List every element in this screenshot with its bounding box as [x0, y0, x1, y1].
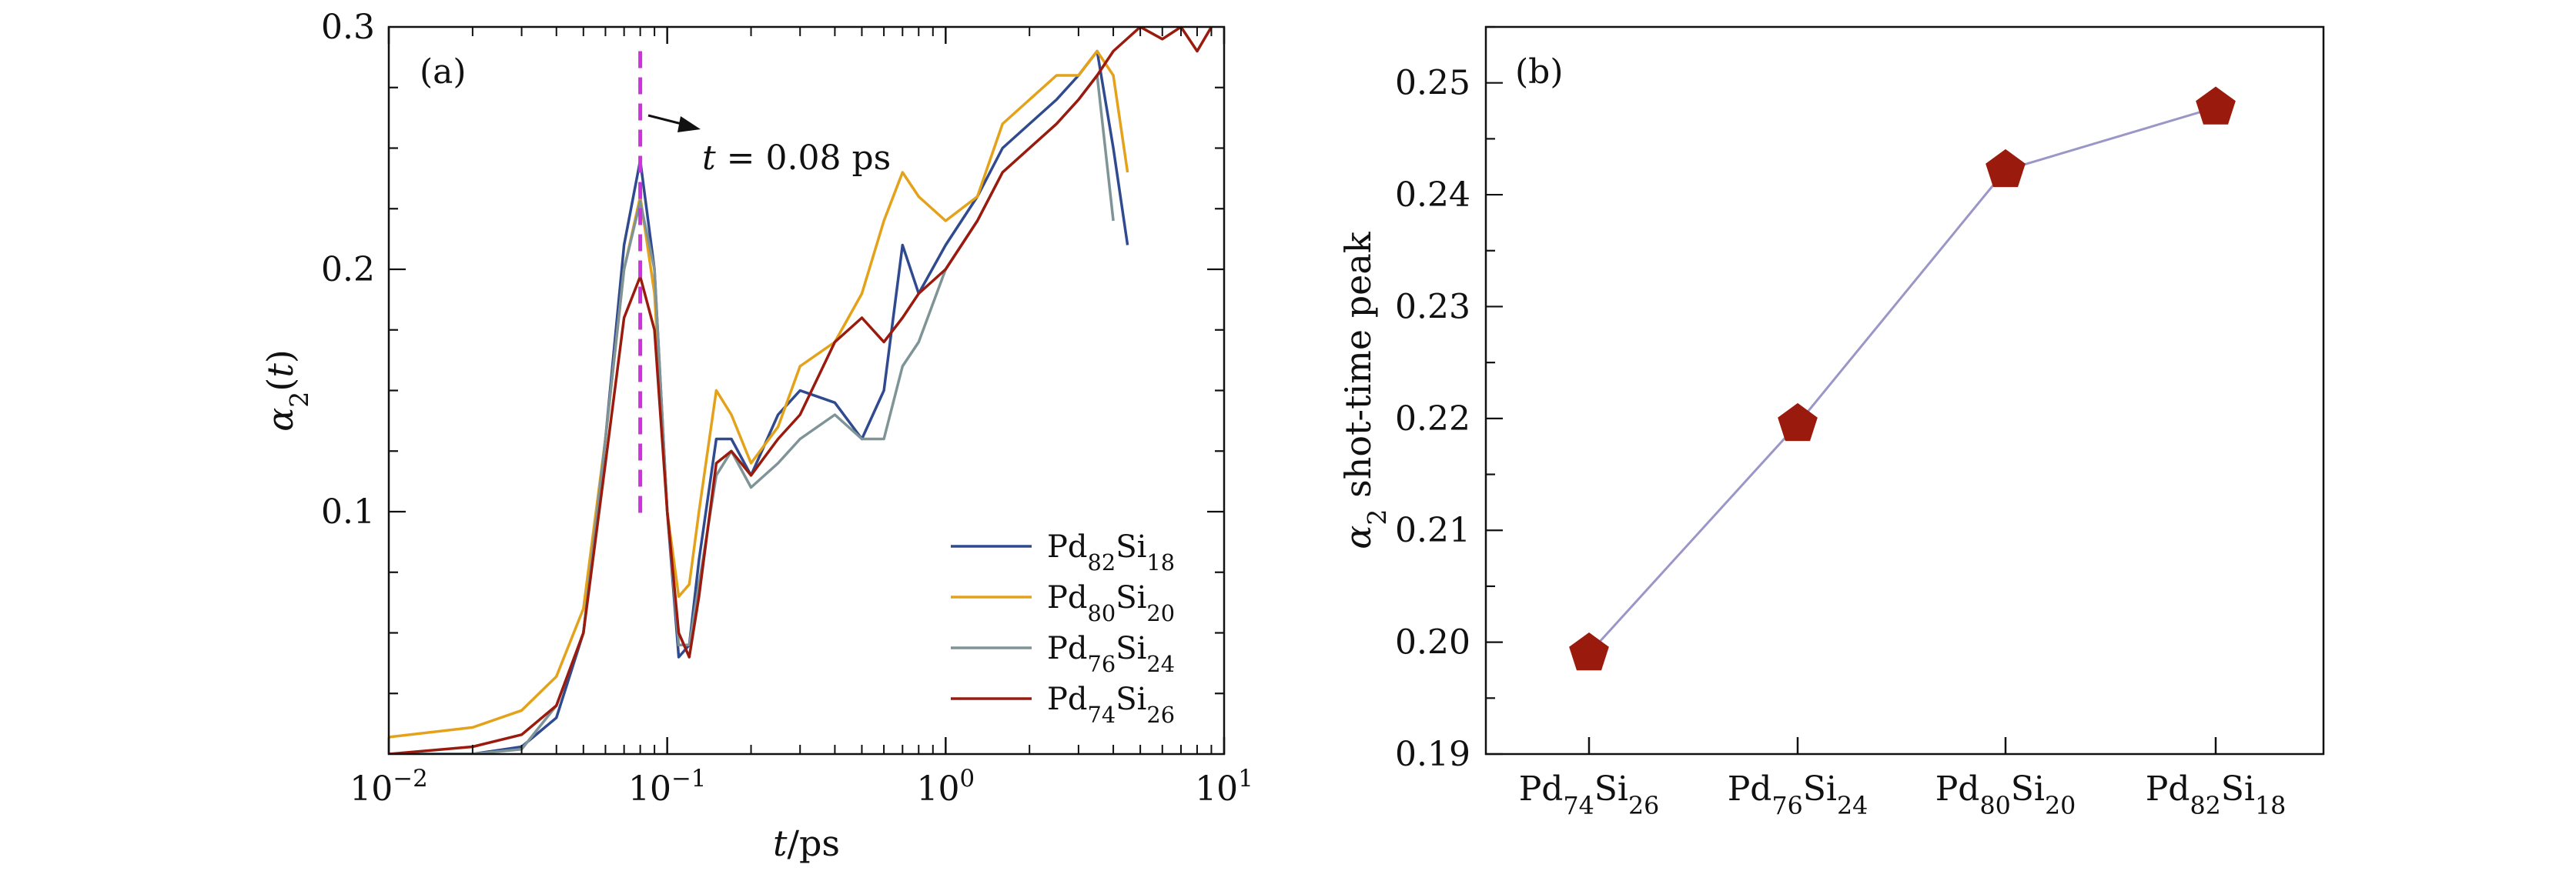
- legend-label-part-base: Pd: [1047, 580, 1088, 616]
- legend-label-part-sub1: 76: [1088, 651, 1116, 677]
- x-tick-label: 100: [917, 765, 975, 809]
- b-category-part-base: Pd: [1935, 769, 1980, 809]
- panel-a-frame: [387, 25, 1226, 756]
- legend-label-part-base: Pd: [1047, 529, 1088, 565]
- b-category-part-sub1: 76: [1771, 793, 1802, 820]
- b-category-part-mid: Si: [1803, 769, 1837, 809]
- b-x-category-label: Pd82Si18: [2146, 769, 2287, 820]
- b-category-part-mid: Si: [2221, 769, 2255, 809]
- annotation-value: = 0.08 ps: [716, 138, 892, 178]
- legend-label-Pd82Si18: Pd82Si18: [1047, 529, 1175, 576]
- legend-label-part-sub1: 82: [1088, 549, 1116, 576]
- b-category-part-base: Pd: [1519, 769, 1564, 809]
- b-x-category-label: Pd76Si24: [1728, 769, 1868, 820]
- b-y-title-alpha: α: [1337, 526, 1379, 549]
- b-category-part-mid: Si: [2011, 769, 2045, 809]
- b-category-part-sub1: 80: [1979, 793, 2010, 820]
- b-y-title-sub: 2: [1362, 509, 1392, 526]
- legend-label-part-mid: Si: [1116, 580, 1146, 616]
- legend-label-part-mid: Si: [1116, 529, 1146, 565]
- x-tick-label: 10−2: [350, 765, 427, 809]
- b-y-tick-label: 0.20: [1395, 623, 1470, 662]
- panel-b-point-marker: [1569, 632, 1609, 671]
- legend-label-part-sub1: 80: [1088, 600, 1116, 626]
- x-tick-label-base: 10: [350, 769, 393, 809]
- x-tick-label: 10−1: [628, 765, 706, 809]
- b-y-tick-label: 0.24: [1395, 175, 1470, 215]
- x-title-unit: /ps: [787, 823, 840, 864]
- panel-a-label: (a): [420, 52, 467, 92]
- y-tick-label: 0.2: [321, 250, 375, 289]
- panel-b-connector-line: [1587, 106, 2216, 655]
- b-x-category-label: Pd74Si26: [1519, 769, 1660, 820]
- x-tick-label-exp: −1: [671, 765, 706, 793]
- x-title-var: t: [773, 823, 788, 864]
- y-tick-label: 0.3: [321, 8, 375, 47]
- legend-label-part-sub1: 74: [1088, 702, 1116, 728]
- x-tick-label-exp: −2: [393, 765, 427, 793]
- legend-label-part-mid: Si: [1116, 682, 1146, 717]
- panel-b-point-marker: [1986, 149, 2026, 188]
- b-y-tick-label: 0.19: [1395, 735, 1470, 774]
- b-y-tick-label: 0.25: [1395, 64, 1470, 103]
- legend-label-Pd74Si26: Pd74Si26: [1047, 682, 1175, 728]
- y-title-sub: 2: [284, 392, 314, 408]
- y-title-t: t: [259, 363, 301, 378]
- b-category-part-sub2: 18: [2255, 793, 2286, 820]
- b-x-category-label: Pd80Si20: [1935, 769, 2076, 820]
- b-y-tick-label: 0.22: [1395, 399, 1470, 439]
- x-tick-label-base: 10: [628, 769, 671, 809]
- panel-a-x-title: t/ps: [773, 823, 840, 864]
- panel-a-y-title: α2(t): [259, 349, 314, 432]
- annotation-text: t = 0.08 ps: [702, 138, 891, 178]
- b-category-part-base: Pd: [1728, 769, 1772, 809]
- b-category-part-sub2: 26: [1628, 793, 1659, 820]
- panel-b-label: (b): [1515, 52, 1564, 92]
- series-line-Pd74Si26: [389, 27, 1213, 754]
- x-tick-label: 101: [1195, 765, 1253, 809]
- panel-b-frame: [1484, 25, 2325, 756]
- legend-label-part-sub2: 26: [1146, 702, 1175, 728]
- panel-b-y-title: α2 shot-time peak: [1337, 231, 1392, 549]
- y-title-alpha: α: [259, 408, 301, 432]
- legend-label-part-mid: Si: [1116, 631, 1146, 666]
- legend-label-part-sub2: 24: [1146, 651, 1175, 677]
- b-category-part-mid: Si: [1594, 769, 1628, 809]
- legend-label-part-base: Pd: [1047, 631, 1088, 666]
- b-category-part-sub1: 82: [2190, 793, 2220, 820]
- legend-label-Pd76Si24: Pd76Si24: [1047, 631, 1175, 677]
- x-tick-label-exp: 1: [1238, 765, 1253, 793]
- y-title-paren-close: ): [259, 349, 301, 363]
- b-y-tick-label: 0.23: [1395, 287, 1470, 326]
- x-tick-label-base: 10: [917, 769, 960, 809]
- panel-b-point-marker: [1778, 402, 1818, 442]
- b-category-part-base: Pd: [2146, 769, 2190, 809]
- y-tick-label: 0.1: [321, 492, 375, 532]
- b-category-part-sub1: 74: [1563, 793, 1594, 820]
- panel-a-series-group: [389, 27, 1213, 754]
- legend-label-Pd80Si20: Pd80Si20: [1047, 580, 1175, 626]
- y-title-paren-open: (: [259, 378, 301, 392]
- legend-label-part-sub2: 18: [1146, 549, 1175, 576]
- legend-label-part-base: Pd: [1047, 682, 1088, 717]
- panel-b-point-marker: [2196, 86, 2236, 125]
- annotation-arrow-head: [677, 116, 701, 132]
- b-y-tick-label: 0.21: [1395, 511, 1470, 550]
- legend-label-part-sub2: 20: [1146, 600, 1175, 626]
- x-tick-label-base: 10: [1195, 769, 1238, 809]
- b-category-part-sub2: 20: [2045, 793, 2076, 820]
- b-y-title-text: shot-time peak: [1337, 231, 1379, 509]
- annotation-t: t: [702, 138, 716, 178]
- x-tick-label-exp: 0: [960, 765, 975, 793]
- b-category-part-sub2: 24: [1837, 793, 1868, 820]
